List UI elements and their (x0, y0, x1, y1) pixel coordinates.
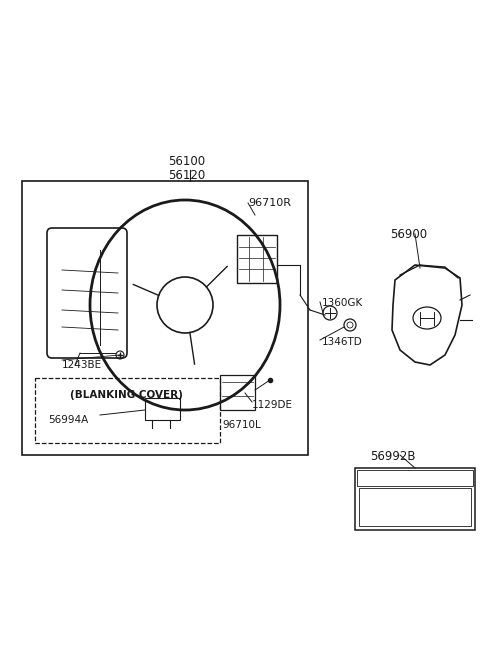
Bar (22, 181, 308, 455)
Text: 1346TD: 1346TD (322, 337, 363, 347)
Bar (237, 235, 277, 283)
Bar (145, 398, 180, 420)
Bar (220, 375, 255, 410)
Text: 56992B: 56992B (370, 450, 416, 463)
Text: 56120: 56120 (168, 169, 205, 182)
Text: 96710L: 96710L (222, 420, 261, 430)
Bar (35, 378, 220, 443)
Text: 1360GK: 1360GK (322, 298, 363, 308)
Text: 1243BE: 1243BE (62, 360, 102, 370)
Bar (355, 468, 475, 530)
Bar (359, 488, 471, 526)
Text: 56900: 56900 (390, 228, 427, 241)
Text: 1129DE: 1129DE (252, 400, 293, 410)
Bar (357, 470, 473, 486)
Text: (BLANKING COVER): (BLANKING COVER) (70, 390, 183, 400)
Text: 56994A: 56994A (48, 415, 88, 425)
Text: 56100: 56100 (168, 155, 205, 168)
Text: 96710R: 96710R (248, 198, 291, 208)
